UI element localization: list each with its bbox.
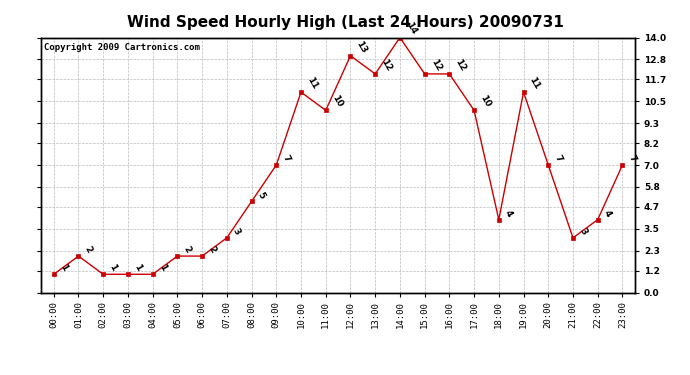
Text: 2: 2 [181, 245, 193, 255]
Text: 7: 7 [553, 154, 564, 164]
Text: 14: 14 [404, 21, 418, 36]
Text: 1: 1 [132, 263, 143, 273]
Text: 11: 11 [528, 75, 542, 91]
Text: Wind Speed Hourly High (Last 24 Hours) 20090731: Wind Speed Hourly High (Last 24 Hours) 2… [126, 15, 564, 30]
Text: 12: 12 [428, 57, 443, 72]
Text: Copyright 2009 Cartronics.com: Copyright 2009 Cartronics.com [44, 43, 200, 52]
Text: 7: 7 [280, 154, 291, 164]
Text: 10: 10 [478, 94, 492, 109]
Text: 4: 4 [503, 208, 514, 218]
Text: 3: 3 [231, 226, 242, 237]
Text: 12: 12 [453, 57, 468, 72]
Text: 4: 4 [602, 208, 613, 218]
Text: 12: 12 [380, 57, 393, 72]
Text: 5: 5 [256, 190, 266, 200]
Text: 1: 1 [157, 263, 168, 273]
Text: 3: 3 [577, 226, 588, 237]
Text: 11: 11 [305, 75, 319, 91]
Text: 13: 13 [355, 39, 368, 54]
Text: 1: 1 [108, 263, 118, 273]
Text: 1: 1 [58, 263, 69, 273]
Text: 7: 7 [627, 154, 638, 164]
Text: 2: 2 [206, 245, 217, 255]
Text: 10: 10 [330, 94, 344, 109]
Text: 2: 2 [83, 245, 94, 255]
